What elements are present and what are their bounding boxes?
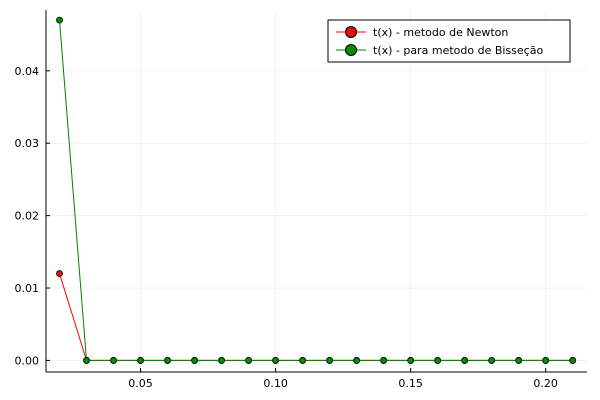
data-point xyxy=(380,357,388,364)
data-point xyxy=(56,270,63,277)
data-point xyxy=(110,357,117,364)
x-tick-label: 0.10 xyxy=(263,377,288,390)
x-tick-label: 0.15 xyxy=(398,377,423,390)
data-point xyxy=(191,357,198,364)
data-point xyxy=(461,357,469,364)
series-layer xyxy=(56,16,577,364)
data-point xyxy=(137,357,144,364)
data-point xyxy=(542,357,550,364)
data-point xyxy=(164,357,171,364)
data-point xyxy=(56,16,63,24)
x-tick-label: 0.20 xyxy=(533,377,558,390)
data-point xyxy=(434,357,442,364)
data-point xyxy=(515,357,523,364)
data-point xyxy=(245,357,252,364)
data-point xyxy=(353,357,361,364)
x-tick-label: 0.05 xyxy=(128,377,153,390)
data-point xyxy=(272,357,279,364)
data-point xyxy=(407,357,415,364)
legend-label-1: t(x) - para metodo de Bisseção xyxy=(373,44,543,57)
series-line-1 xyxy=(59,20,573,361)
legend-box xyxy=(327,19,571,63)
axes xyxy=(45,10,587,373)
data-point xyxy=(569,357,577,364)
data-point xyxy=(299,357,306,364)
legend: t(x) - metodo de Newton t(x) - para metod… xyxy=(327,19,571,63)
data-point xyxy=(326,357,333,364)
y-tick-label: 0.04 xyxy=(15,65,40,78)
grid-lines xyxy=(46,10,587,372)
legend-label-0: t(x) - metodo de Newton xyxy=(373,26,508,39)
y-tick-label: 0.02 xyxy=(15,210,40,223)
data-point xyxy=(83,357,90,364)
data-point xyxy=(218,357,225,364)
y-tick-label: 0.01 xyxy=(15,282,40,295)
y-tick-label: 0.00 xyxy=(15,354,40,367)
data-point xyxy=(488,357,496,364)
y-tick-label: 0.03 xyxy=(15,137,40,150)
legend-marker-1 xyxy=(345,44,357,56)
tick-labels: 0.05 0.10 0.15 0.20 0.00 0.01 0.02 0.03 0.04 xyxy=(15,65,558,390)
legend-marker-0 xyxy=(345,26,357,38)
